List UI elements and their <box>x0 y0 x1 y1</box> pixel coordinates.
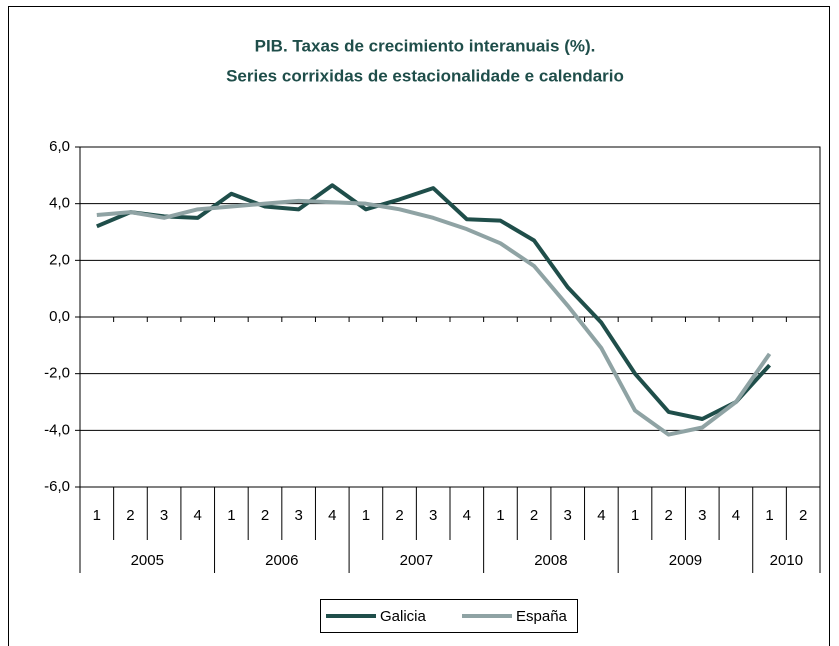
x-tick-label: 2 <box>261 507 269 524</box>
y-tick-label: -6,0 <box>44 478 70 495</box>
x-tick-label: 2 <box>530 507 538 524</box>
y-tick-label: 0,0 <box>49 308 70 325</box>
x-tick-label: 4 <box>328 507 336 524</box>
y-tick-label: 4,0 <box>49 195 70 212</box>
x-group-label: 2007 <box>400 552 433 569</box>
x-tick-label: 3 <box>294 507 302 524</box>
y-tick-label: 2,0 <box>49 251 70 268</box>
chart-title: PIB. Taxas de crecimiento interanuais (%… <box>255 36 596 55</box>
x-tick-label: 2 <box>664 507 672 524</box>
chart-frame <box>8 6 830 646</box>
x-tick-label: 1 <box>765 507 773 524</box>
y-tick-label: -2,0 <box>44 365 70 382</box>
x-tick-label: 4 <box>597 507 605 524</box>
x-group-label: 2009 <box>669 552 702 569</box>
y-tick-label: -4,0 <box>44 421 70 438</box>
x-group-label: 2010 <box>770 552 803 569</box>
x-tick-label: 4 <box>463 507 471 524</box>
y-tick-label: 6,0 <box>49 138 70 155</box>
chart-subtitle: Series corrixidas de estacionalidade e c… <box>226 66 624 85</box>
x-group-label: 2008 <box>534 552 567 569</box>
x-tick-label: 2 <box>799 507 807 524</box>
x-tick-label: 3 <box>564 507 572 524</box>
legend-label: Galicia <box>380 608 427 625</box>
legend-label: España <box>516 608 568 625</box>
x-tick-label: 1 <box>631 507 639 524</box>
x-tick-label: 1 <box>227 507 235 524</box>
x-tick-label: 1 <box>362 507 370 524</box>
x-group-label: 2006 <box>265 552 298 569</box>
series-line <box>96 198 772 437</box>
x-tick-label: 4 <box>194 507 202 524</box>
x-tick-label: 1 <box>93 507 101 524</box>
x-tick-label: 1 <box>496 507 504 524</box>
x-tick-label: 3 <box>429 507 437 524</box>
x-tick-label: 2 <box>126 507 134 524</box>
x-group-label: 2005 <box>131 552 164 569</box>
x-tick-label: 3 <box>698 507 706 524</box>
x-tick-label: 2 <box>395 507 403 524</box>
x-tick-label: 3 <box>160 507 168 524</box>
x-tick-label: 4 <box>732 507 740 524</box>
